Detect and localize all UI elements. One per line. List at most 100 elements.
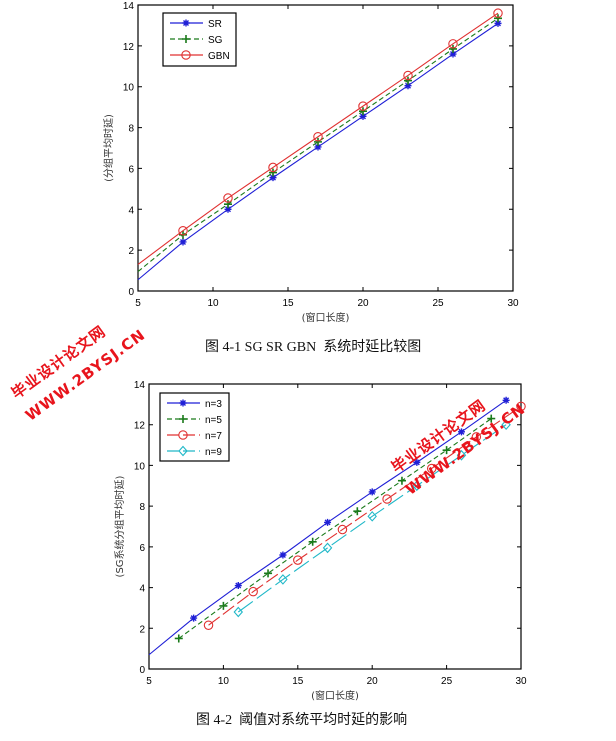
star-marker [179,238,187,246]
circle-marker [426,463,437,474]
x-tick-label: 10 [207,298,219,309]
star-marker [182,19,190,27]
series-SG [137,14,502,273]
x-tick-label: 25 [441,676,453,687]
star-marker [224,205,232,213]
plus-marker [494,14,502,23]
y-tick-label: 0 [128,287,134,298]
x-axis-label: (窗口长度) [302,311,350,324]
circle-marker [203,620,214,630]
x-tick-label: 10 [218,676,230,687]
x-axis-label: (窗口长度) [311,689,359,702]
plus-marker [359,107,367,116]
star-marker [502,396,510,404]
x-tick-label: 5 [146,676,152,687]
y-tick-label: 14 [123,1,135,12]
star-marker [457,428,465,436]
star-marker [324,518,332,526]
y-axis-label: (SG系统分组平均时延) [113,475,126,577]
x-tick-label: 5 [135,298,141,309]
x-tick-label: 30 [515,676,527,687]
x-tick-label: 20 [357,298,369,309]
figure-caption-1: 图 4-1 SG SR GBN 系统时延比较图 [205,340,422,355]
plus-marker [269,168,277,177]
star-marker [234,582,242,590]
diamond-marker [278,574,288,585]
plus-marker [353,507,362,516]
circle-marker [516,401,526,412]
circle-marker [337,524,348,535]
circle-marker [403,70,413,81]
plus-marker [308,537,317,546]
y-tick-label: 12 [134,421,146,432]
star-marker [190,614,198,622]
y-tick-label: 2 [139,624,145,635]
x-tick-label: 30 [507,298,519,309]
series-SR [137,19,502,281]
legend-label: n=3 [205,399,222,410]
series-line [208,405,522,626]
series-line [137,17,499,273]
star-marker [404,82,412,90]
series-line [137,12,499,265]
star-marker [269,174,277,182]
diamond-marker [456,449,467,461]
y-tick-label: 14 [134,380,146,391]
y-tick-label: 4 [139,584,145,595]
circle-marker [358,101,368,111]
circle-marker [181,50,191,60]
legend-label: n=9 [205,447,222,458]
star-marker [368,488,376,496]
legend-label: n=5 [205,415,222,426]
circle-marker [248,586,258,597]
circle-marker [313,132,323,142]
y-tick-label: 4 [128,205,134,216]
diamond-marker [233,606,244,618]
series-n=3 [148,396,510,656]
legend-label: SG [208,35,223,46]
diamond-marker [412,480,422,492]
star-marker [279,551,287,559]
plus-marker [224,200,232,209]
series-line [237,424,507,613]
circle-marker [493,8,503,18]
circle-marker [223,193,233,203]
y-tick-label: 6 [128,164,134,175]
diamond-marker [322,542,333,554]
star-marker [494,19,502,27]
x-tick-label: 20 [367,676,379,687]
y-tick-label: 0 [139,665,145,676]
legend-box [159,392,230,462]
y-tick-label: 10 [134,461,146,472]
y-axis-label: (分组平均时延) [102,114,115,182]
plus-marker [442,446,451,455]
diamond-marker [178,445,188,457]
legend-box [162,12,237,67]
chart-2: 5 10 15 20 25 30 0 2 4 6 8 10 12 14 (窗口长度) (SG系统分组平均时延)… [113,380,527,702]
plus-marker [264,569,273,578]
series-n=7 [203,401,526,630]
diamond-marker [501,419,511,431]
plus-marker [174,634,183,643]
plus-marker [397,476,406,485]
figure-caption-2: 图 4-2 阈值对系统平均时延的影响 [196,713,408,728]
star-marker [449,50,457,58]
y-tick-label: 8 [128,124,134,135]
diamond-marker [367,510,377,522]
series-n=9 [233,419,511,618]
star-marker [314,143,322,151]
plus-marker [487,414,496,423]
star-marker [359,112,367,120]
legend-label: n=7 [205,431,222,442]
series-n=5 [174,414,496,643]
circle-marker [293,555,303,565]
circle-marker [178,225,188,236]
plus-marker [314,137,322,146]
star-marker [179,399,187,407]
y-tick-label: 8 [139,502,145,513]
x-tick-label: 25 [432,298,444,309]
plus-marker [179,415,187,423]
plus-marker [404,76,412,85]
legend: SR SG GBN [162,12,237,67]
